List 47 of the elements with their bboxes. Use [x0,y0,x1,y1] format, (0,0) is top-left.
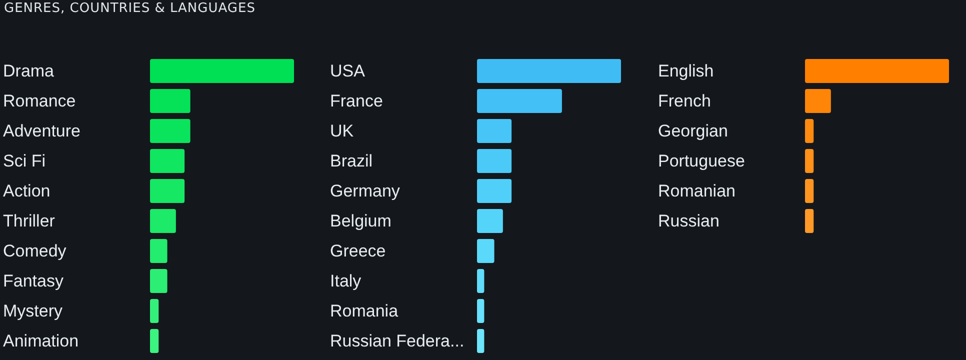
bar [150,299,159,323]
y-tick-label: Russian Federa... [330,332,464,350]
y-tick-label: French [658,92,711,110]
bar [150,149,185,173]
bar [150,209,176,233]
bar [150,89,190,113]
bar [477,239,494,263]
y-tick-label: Romania [330,302,399,320]
bar [150,239,168,263]
y-tick-label: USA [330,62,366,80]
y-tick-label: Drama [3,62,55,80]
y-tick-label: Belgium [330,212,392,230]
bar [477,89,562,113]
y-tick-label: Italy [330,272,362,290]
y-tick-label: English [658,62,714,80]
bar [477,149,512,173]
bar [477,59,621,83]
bar [477,329,484,353]
y-tick-label: Germany [330,182,400,200]
bar [150,179,185,203]
y-tick-label: Thriller [3,212,56,230]
y-tick-label: Animation [3,332,79,350]
y-tick-label: Greece [330,242,386,260]
y-tick-label: Fantasy [3,272,64,290]
bar [150,59,294,83]
y-tick-label: France [330,92,383,110]
bar [150,329,159,353]
y-tick-label: Adventure [3,122,80,140]
y-tick-label: Georgian [658,122,728,140]
y-tick-label: Action [3,182,50,200]
chart-title: GENRES, COUNTRIES & LANGUAGES [4,1,256,16]
bar [477,179,512,203]
y-tick-label: Brazil [330,152,373,170]
y-tick-label: Romanian [658,182,736,200]
bar [477,209,503,233]
y-tick-label: Romance [3,92,76,110]
bar [477,119,512,143]
y-tick-label: Mystery [3,302,63,320]
y-tick-label: Russian [658,212,720,230]
y-tick-label: Comedy [3,242,67,260]
y-tick-label: Portuguese [658,152,745,170]
bar [150,269,168,293]
y-tick-label: Sci Fi [3,152,46,170]
bar [477,269,484,293]
bar [150,119,190,143]
bar [477,299,484,323]
y-tick-label: UK [330,122,354,140]
